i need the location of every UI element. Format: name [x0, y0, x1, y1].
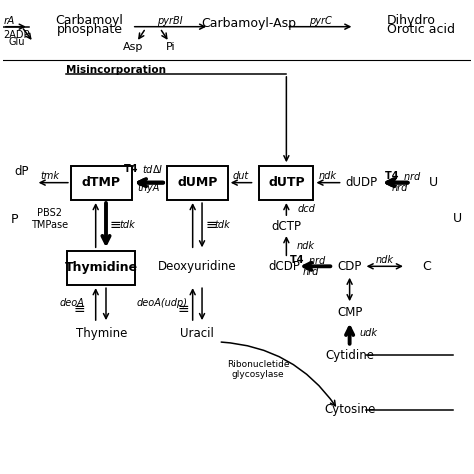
- Text: CMP: CMP: [337, 306, 362, 319]
- Text: nrd: nrd: [303, 267, 319, 277]
- Text: Uracil: Uracil: [181, 328, 214, 340]
- Text: Asp: Asp: [123, 42, 143, 52]
- Text: pyrC: pyrC: [309, 16, 332, 26]
- Text: dUDP: dUDP: [345, 176, 377, 189]
- Text: Glu: Glu: [9, 37, 25, 47]
- Text: tdk: tdk: [119, 220, 135, 230]
- Text: dTMP: dTMP: [82, 176, 121, 189]
- Text: pyrBI: pyrBI: [157, 16, 183, 26]
- Text: Misincorporation: Misincorporation: [66, 65, 166, 75]
- Text: thyA: thyA: [137, 183, 159, 193]
- Text: Pi: Pi: [166, 42, 175, 52]
- Text: phosphate: phosphate: [56, 23, 123, 36]
- Text: nrd: nrd: [392, 183, 409, 193]
- Text: udk: udk: [360, 328, 378, 338]
- Text: ndk: ndk: [319, 171, 337, 181]
- Text: dUTP: dUTP: [268, 176, 305, 189]
- Text: deoA(udp): deoA(udp): [137, 298, 188, 308]
- FancyBboxPatch shape: [71, 165, 132, 200]
- Text: dUMP: dUMP: [177, 176, 218, 189]
- Text: Deoxyuridine: Deoxyuridine: [158, 260, 237, 273]
- Text: dut: dut: [233, 171, 249, 181]
- Text: U: U: [453, 211, 462, 225]
- Text: CDP: CDP: [337, 260, 362, 273]
- Text: ≡: ≡: [205, 218, 217, 232]
- Text: ndk: ndk: [376, 255, 394, 264]
- Text: $td\Delta I$: $td\Delta I$: [142, 164, 164, 175]
- Text: $nrd$: $nrd$: [309, 254, 327, 266]
- Text: tmk: tmk: [40, 171, 59, 181]
- Text: Dihydro: Dihydro: [387, 14, 436, 27]
- Text: PBS2
TMPase: PBS2 TMPase: [31, 208, 68, 230]
- Text: rA: rA: [3, 16, 15, 26]
- FancyBboxPatch shape: [167, 165, 228, 200]
- Text: dP: dP: [14, 165, 29, 178]
- Text: Cytidine: Cytidine: [325, 349, 374, 362]
- Text: Ribonucletide
glycosylase: Ribonucletide glycosylase: [227, 360, 290, 379]
- FancyBboxPatch shape: [259, 165, 313, 200]
- Text: Thymidine: Thymidine: [65, 261, 138, 274]
- Text: dcd: dcd: [297, 204, 315, 214]
- Text: $nrd$: $nrd$: [403, 170, 422, 182]
- FancyBboxPatch shape: [67, 251, 135, 285]
- Text: U: U: [429, 176, 438, 189]
- Text: Orotic acid: Orotic acid: [387, 24, 455, 36]
- Text: C: C: [422, 260, 431, 273]
- Text: T4: T4: [124, 164, 141, 174]
- Text: Carbamoyl-Asp: Carbamoyl-Asp: [201, 17, 296, 30]
- Text: ≡: ≡: [177, 302, 189, 316]
- Text: ≡: ≡: [110, 218, 121, 232]
- Text: T4: T4: [385, 171, 402, 181]
- Text: ≡: ≡: [73, 302, 85, 316]
- Text: Thymine: Thymine: [76, 328, 127, 340]
- Text: tdk: tdk: [215, 220, 230, 230]
- Text: Cytosine: Cytosine: [324, 403, 375, 416]
- Text: T4: T4: [290, 255, 307, 264]
- Text: P: P: [11, 212, 18, 226]
- Text: 2ADP: 2ADP: [4, 30, 30, 40]
- Text: dCTP: dCTP: [272, 220, 301, 233]
- Text: dCDP: dCDP: [268, 260, 300, 273]
- Text: ndk: ndk: [297, 240, 315, 250]
- Text: deoA: deoA: [60, 298, 85, 308]
- Text: Carbamoyl: Carbamoyl: [55, 14, 124, 27]
